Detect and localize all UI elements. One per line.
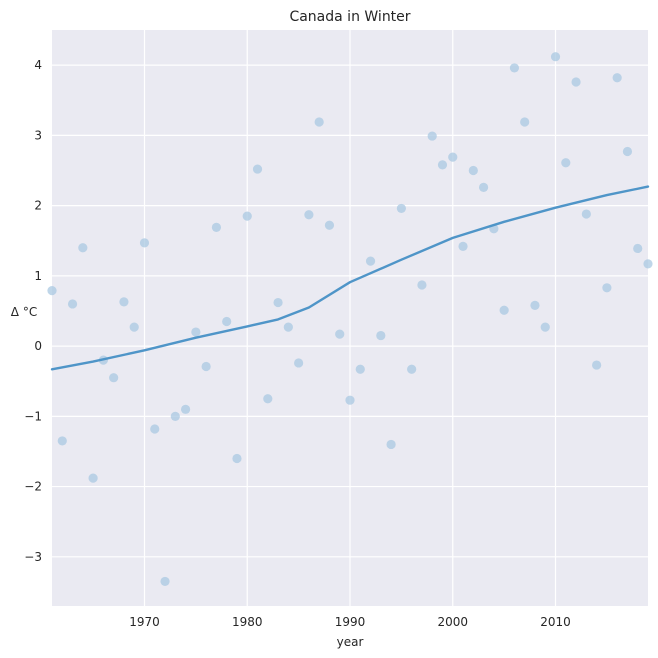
data-point bbox=[509, 63, 520, 73]
data-point bbox=[417, 280, 427, 290]
data-point bbox=[242, 211, 252, 221]
x-tick-label: 2000 bbox=[437, 615, 468, 629]
grid-lines bbox=[52, 30, 648, 606]
data-point bbox=[458, 241, 468, 251]
trend-line bbox=[50, 185, 650, 371]
data-point bbox=[468, 165, 478, 176]
data-point bbox=[592, 360, 602, 370]
data-point bbox=[150, 424, 160, 434]
data-point bbox=[119, 297, 129, 307]
data-point bbox=[530, 300, 540, 310]
data-point bbox=[561, 158, 571, 168]
data-point bbox=[335, 329, 345, 339]
y-axis-label: Δ °C bbox=[11, 305, 37, 319]
data-point bbox=[612, 73, 622, 83]
data-point bbox=[273, 297, 283, 308]
data-point bbox=[47, 286, 57, 296]
y-tick-label: −3 bbox=[24, 550, 42, 564]
y-tick-label: 4 bbox=[34, 58, 42, 72]
data-point bbox=[407, 364, 417, 374]
data-point bbox=[129, 322, 139, 332]
data-point bbox=[643, 259, 653, 269]
data-point bbox=[478, 182, 489, 192]
data-point bbox=[499, 305, 509, 315]
data-point bbox=[294, 358, 304, 368]
x-tick-labels: 1970 1980 1990 2000 2010 bbox=[129, 615, 571, 629]
y-tick-label: 0 bbox=[34, 339, 42, 353]
data-point bbox=[581, 209, 591, 219]
y-tick-label: 3 bbox=[34, 128, 42, 142]
y-tick-label: 2 bbox=[34, 199, 42, 213]
data-point bbox=[437, 160, 448, 170]
data-point bbox=[396, 203, 406, 214]
data-point bbox=[365, 256, 376, 266]
x-tick-label: 1990 bbox=[335, 615, 366, 629]
data-point bbox=[160, 576, 170, 587]
data-point bbox=[263, 394, 273, 404]
data-point bbox=[324, 220, 335, 230]
data-point bbox=[550, 52, 561, 62]
scatter-points bbox=[47, 52, 653, 587]
data-point bbox=[633, 243, 643, 254]
data-point bbox=[304, 210, 314, 220]
data-point bbox=[376, 330, 386, 341]
data-point bbox=[314, 117, 324, 127]
y-tick-labels: −3 −2 −1 0 1 2 3 4 bbox=[24, 58, 42, 564]
data-point bbox=[540, 322, 550, 332]
x-tick-label: 2010 bbox=[540, 615, 571, 629]
data-point bbox=[252, 164, 263, 174]
y-tick-label: −2 bbox=[24, 480, 42, 494]
x-tick-label: 1980 bbox=[232, 615, 263, 629]
y-tick-label: 1 bbox=[34, 269, 42, 283]
data-point bbox=[622, 146, 633, 157]
data-point bbox=[571, 77, 581, 87]
data-point bbox=[67, 299, 78, 309]
chart-title: Canada in Winter bbox=[289, 9, 410, 25]
data-point bbox=[139, 238, 150, 248]
x-axis-label: year bbox=[337, 635, 364, 649]
data-point bbox=[78, 243, 88, 253]
data-point bbox=[232, 453, 242, 464]
data-point bbox=[170, 411, 180, 421]
data-point bbox=[520, 117, 530, 127]
data-point bbox=[88, 473, 98, 483]
data-point bbox=[602, 283, 612, 293]
data-point bbox=[201, 361, 211, 372]
data-point bbox=[222, 316, 232, 327]
data-point bbox=[283, 322, 293, 332]
data-point bbox=[448, 152, 458, 162]
data-point bbox=[211, 222, 222, 232]
data-point bbox=[57, 436, 67, 446]
y-tick-label: −1 bbox=[24, 409, 42, 423]
data-point bbox=[386, 439, 396, 450]
data-point bbox=[427, 131, 437, 141]
data-point bbox=[180, 404, 191, 414]
data-point bbox=[109, 373, 119, 383]
data-point bbox=[191, 327, 201, 337]
x-tick-label: 1970 bbox=[129, 615, 160, 629]
data-point bbox=[345, 395, 355, 405]
data-point bbox=[355, 364, 365, 374]
